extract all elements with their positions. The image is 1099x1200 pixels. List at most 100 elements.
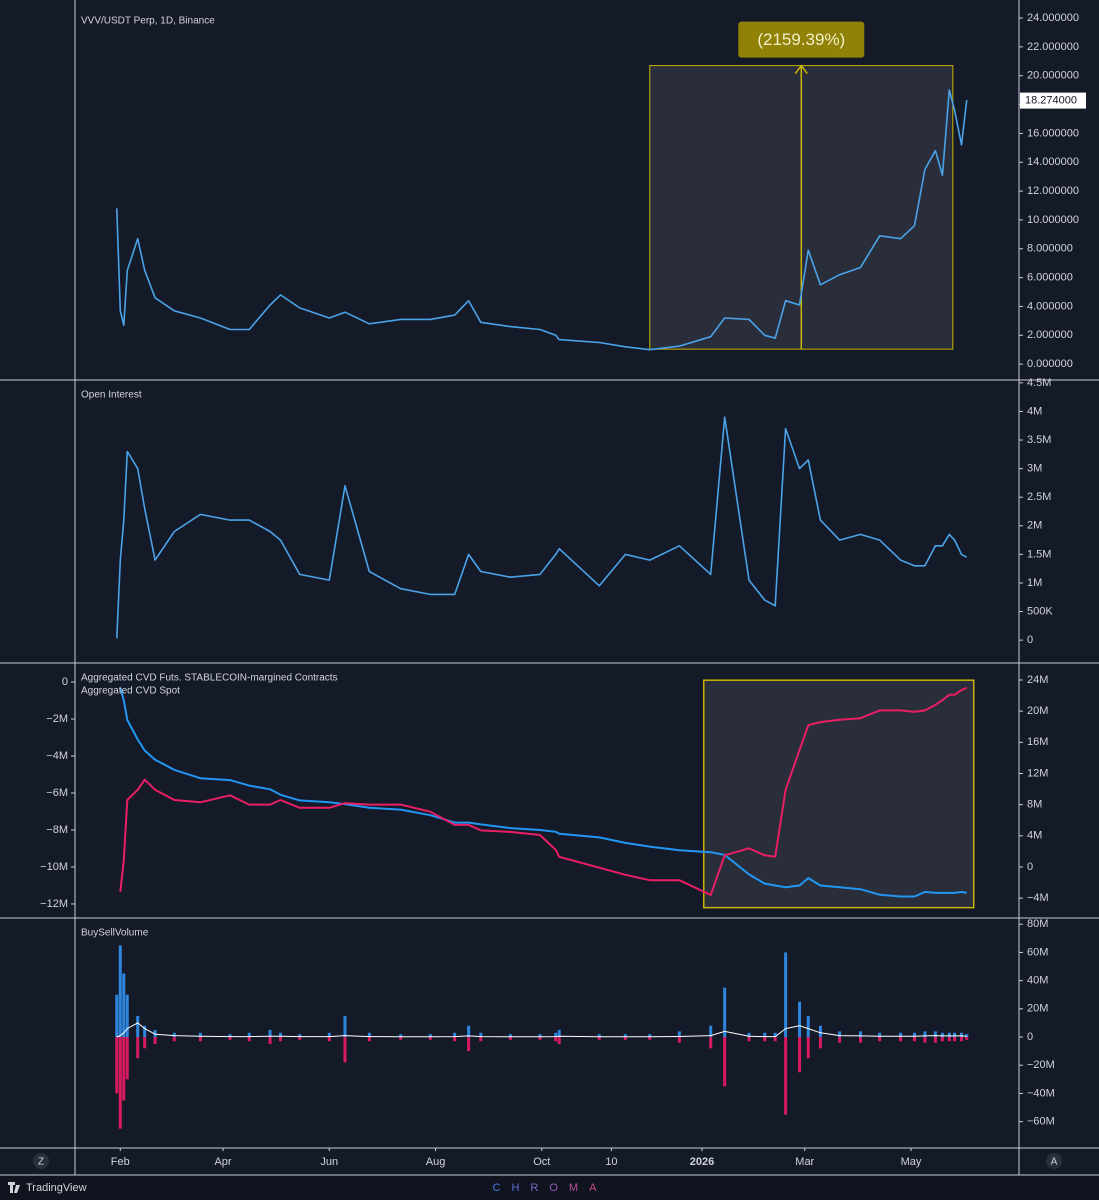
y-tick-label: 0 bbox=[1027, 861, 1033, 873]
volume-bar bbox=[125, 994, 129, 1038]
volume-bar bbox=[554, 1032, 558, 1038]
highlight-region bbox=[703, 679, 975, 909]
volume-bar bbox=[677, 1037, 681, 1043]
y-tick-label: 4M bbox=[1027, 830, 1042, 842]
volume-bar bbox=[115, 1037, 119, 1094]
button-label[interactable]: A bbox=[1051, 1157, 1058, 1168]
volume-bar bbox=[623, 1037, 627, 1040]
legend-entry: Aggregated CVD Spot bbox=[81, 686, 180, 697]
volume-bar bbox=[172, 1032, 176, 1038]
volume-bar bbox=[953, 1032, 957, 1038]
line-series bbox=[119, 687, 967, 898]
volume-bar bbox=[343, 1015, 347, 1038]
volume-bar bbox=[859, 1031, 863, 1038]
volume-bar bbox=[960, 1037, 964, 1042]
x-tick-label: Apr bbox=[214, 1156, 231, 1168]
volume-bar bbox=[198, 1032, 202, 1038]
y-tick-label: 8M bbox=[1027, 799, 1042, 811]
volume-bar bbox=[327, 1032, 331, 1038]
volume-bar bbox=[709, 1037, 713, 1049]
volume-bar bbox=[399, 1034, 403, 1038]
line-series bbox=[116, 89, 968, 351]
volume-bar bbox=[122, 973, 126, 1038]
volume-bar bbox=[912, 1032, 916, 1038]
volume-bar bbox=[125, 1037, 129, 1080]
y-tick-label: 2.5M bbox=[1027, 491, 1051, 503]
volume-bar bbox=[554, 1037, 558, 1042]
volume-bar bbox=[143, 1037, 147, 1049]
button[interactable] bbox=[1046, 1153, 1062, 1169]
y-tick-label: 1M bbox=[1027, 577, 1042, 589]
y-tick-label: 24.000000 bbox=[1027, 12, 1079, 24]
logo-icon bbox=[8, 1182, 20, 1193]
volume-bar bbox=[538, 1034, 542, 1038]
y-tick-label: −6M bbox=[46, 787, 68, 799]
volume-bar bbox=[557, 1037, 561, 1045]
y-tick-label: −12M bbox=[40, 898, 68, 910]
x-tick-label: Mar bbox=[795, 1156, 814, 1168]
y-tick-label: 2.000000 bbox=[1027, 329, 1073, 341]
volume-bar bbox=[247, 1037, 251, 1042]
line-series bbox=[119, 686, 968, 896]
volume-bar bbox=[960, 1032, 964, 1038]
volume-bar bbox=[467, 1025, 471, 1038]
volume-bar bbox=[367, 1037, 371, 1042]
volume-bar bbox=[798, 1001, 802, 1038]
volume-bar bbox=[298, 1037, 302, 1040]
volume-bar bbox=[773, 1037, 777, 1042]
volume-bar bbox=[399, 1037, 403, 1040]
y-tick-label: 80M bbox=[1027, 918, 1048, 930]
x-tick-label: Feb bbox=[111, 1156, 130, 1168]
y-tick-label: 16M bbox=[1027, 736, 1048, 748]
y-tick-label: 0 bbox=[1027, 1031, 1033, 1043]
pane-title: Open Interest bbox=[81, 390, 142, 401]
volume-bar bbox=[327, 1037, 331, 1042]
footer-bar bbox=[0, 1175, 1099, 1200]
y-tick-label: 20.000000 bbox=[1027, 70, 1079, 82]
volume-bar bbox=[912, 1037, 916, 1042]
y-tick-label: −4M bbox=[46, 750, 68, 762]
x-tick-label: May bbox=[901, 1156, 922, 1168]
volume-bar bbox=[228, 1037, 232, 1040]
y-tick-label: 500K bbox=[1027, 605, 1053, 617]
y-tick-label: 8.000000 bbox=[1027, 243, 1073, 255]
volume-bar bbox=[923, 1031, 927, 1038]
volume-bar bbox=[247, 1032, 251, 1038]
x-tick-label: Jun bbox=[320, 1156, 338, 1168]
volume-bar bbox=[479, 1037, 483, 1042]
volume-bar bbox=[597, 1034, 601, 1038]
volume-bar bbox=[923, 1037, 927, 1043]
volume-bar bbox=[228, 1034, 232, 1038]
volume-bar bbox=[623, 1034, 627, 1038]
volume-bar bbox=[709, 1025, 713, 1038]
volume-bar bbox=[538, 1037, 542, 1040]
brand: CHROMA bbox=[493, 1182, 608, 1194]
volume-bar bbox=[153, 1029, 157, 1038]
volume-bar bbox=[838, 1037, 842, 1043]
y-tick-label: 4.000000 bbox=[1027, 300, 1073, 312]
volume-bar bbox=[367, 1032, 371, 1038]
volume-bar bbox=[784, 952, 788, 1038]
button-label[interactable]: Z bbox=[38, 1157, 44, 1168]
y-tick-label: 20M bbox=[1027, 1003, 1048, 1015]
volume-bar bbox=[878, 1032, 882, 1038]
y-tick-label: 3.5M bbox=[1027, 434, 1051, 446]
volume-bar bbox=[798, 1037, 802, 1073]
volume-bar bbox=[773, 1032, 777, 1038]
volume-bar bbox=[818, 1025, 822, 1038]
volume-bar bbox=[763, 1032, 767, 1038]
volume-bar bbox=[648, 1034, 652, 1038]
volume-bar bbox=[508, 1037, 512, 1040]
volume-bar bbox=[143, 1025, 147, 1038]
volume-bar bbox=[933, 1037, 937, 1043]
volume-bar bbox=[467, 1037, 471, 1052]
volume-bar bbox=[428, 1037, 432, 1040]
pane-title: BuySellVolume bbox=[81, 928, 149, 939]
volume-bar bbox=[723, 1037, 727, 1087]
x-tick-label: 2026 bbox=[690, 1156, 714, 1168]
button[interactable] bbox=[33, 1153, 49, 1169]
volume-bar bbox=[899, 1037, 903, 1042]
legend-entry: Aggregated CVD Futs. STABLECOIN-margined… bbox=[81, 673, 338, 684]
volume-bar bbox=[508, 1034, 512, 1038]
volume-bar bbox=[122, 1037, 126, 1101]
